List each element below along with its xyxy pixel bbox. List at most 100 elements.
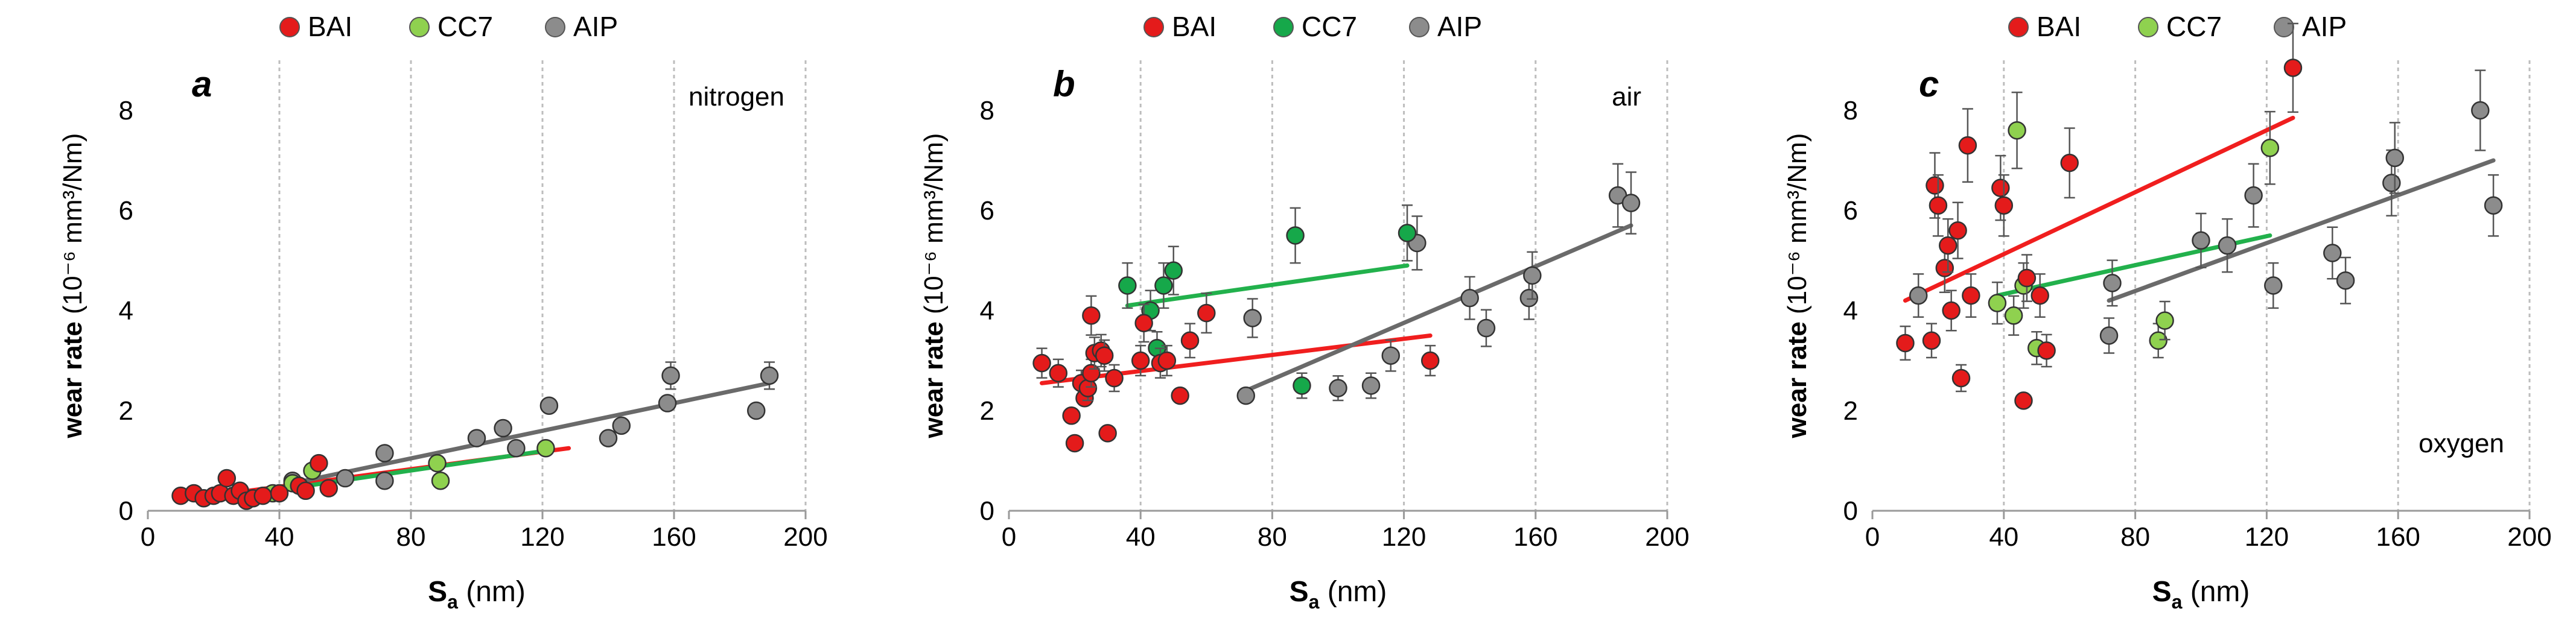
x-axis-label-symbol: S (428, 576, 447, 608)
point-bai (1131, 351, 1150, 370)
point-aip (2264, 276, 2283, 295)
y-tick-label: 8 (1843, 96, 1858, 125)
y-axis-label-bold: wear rate (58, 321, 87, 438)
panel-letter: b (1053, 64, 1075, 104)
legend-marker-bai (1143, 17, 1164, 37)
point-bai (1157, 351, 1177, 370)
y-tick-label: 2 (1843, 396, 1858, 426)
x-tick-label: 120 (1382, 522, 1426, 552)
point-bai (253, 486, 272, 505)
point-aip (375, 444, 394, 463)
point-cc7 (1154, 276, 1173, 295)
point-aip (2382, 174, 2401, 192)
y-tick-label: 0 (1843, 496, 1858, 526)
x-tick-label: 80 (2120, 522, 2150, 552)
legend-marker-cc7 (2138, 17, 2158, 37)
trend-line-aip (1244, 223, 1633, 393)
x-axis-label-symbol: S (2152, 576, 2172, 608)
legend-marker-aip (545, 17, 565, 37)
point-bai (1197, 303, 1216, 323)
x-tick-label: 0 (141, 522, 155, 552)
point-cc7 (1293, 376, 1311, 395)
point-bai (310, 453, 328, 473)
point-aip (2323, 244, 2342, 262)
y-axis-label-bold: wear rate (1783, 321, 1812, 438)
x-tick-label: 80 (1258, 522, 1287, 552)
legend-label-cc7: CC7 (1302, 11, 1357, 42)
point-cc7 (1398, 224, 1417, 242)
point-bai (1065, 434, 1084, 453)
point-bai (1896, 333, 1915, 353)
point-bai (1049, 364, 1068, 382)
point-bai (319, 479, 338, 498)
x-tick-label: 200 (783, 522, 827, 552)
x-tick-label: 40 (1126, 522, 1156, 552)
point-bai (1926, 176, 1944, 195)
point-cc7 (2008, 121, 2026, 140)
x-axis-label-subscript: a (2172, 591, 2183, 613)
panel-letter: c (1919, 64, 1939, 104)
legend: BAI CC7 AIP (2008, 11, 2347, 42)
x-tick-label: 160 (652, 522, 696, 552)
point-aip (1523, 266, 1542, 285)
x-tick-label: 120 (2245, 522, 2289, 552)
y-axis-label-bold: wear rate (919, 321, 949, 438)
legend-marker-aip (2274, 17, 2294, 37)
point-cc7 (2155, 311, 2174, 330)
point-aip (336, 469, 355, 488)
panel-c: 0 40 80 120 160 200 0 2 4 6 8 wear rate (10⁻⁶ mm³/N… (1783, 11, 2552, 613)
atmosphere-label: oxygen (2419, 429, 2504, 458)
y-axis-label: wear rate (10⁻⁶ mm³/Nm) (919, 133, 949, 439)
trend-line-aip (2107, 158, 2496, 303)
point-aip (2336, 271, 2355, 290)
legend-marker-bai (279, 17, 300, 37)
point-aip (1243, 309, 1262, 327)
point-aip (1621, 194, 1641, 212)
legend: BAI CC7 AIP (1143, 11, 1482, 42)
point-bai (1991, 178, 2010, 197)
legend-marker-cc7 (1273, 17, 1294, 37)
legend-label-cc7: CC7 (437, 11, 493, 42)
point-bai (1078, 379, 1098, 397)
point-aip (2484, 196, 2503, 215)
point-bai (1171, 386, 1189, 405)
y-axis-label-unit: (10⁻⁶ mm³/Nm) (919, 133, 949, 322)
point-bai (1994, 196, 2014, 215)
x-axis-label-unit: (nm) (2182, 576, 2250, 608)
x-tick-label: 0 (1865, 522, 1880, 552)
point-bai (1032, 353, 1051, 373)
point-bai (1922, 331, 1941, 350)
point-aip (658, 394, 677, 412)
point-aip (1909, 286, 1928, 305)
point-bai (2037, 341, 2056, 360)
point-bai (2017, 268, 2037, 288)
y-tick-label: 8 (119, 96, 133, 125)
y-axis-label: wear rate (10⁻⁶ mm³/Nm) (58, 133, 87, 439)
point-cc7 (2149, 331, 2167, 350)
legend-label-cc7: CC7 (2166, 11, 2222, 42)
point-aip (1477, 318, 1496, 338)
point-aip (1236, 386, 1256, 405)
point-bai (296, 481, 315, 501)
point-aip (2471, 101, 2490, 120)
y-tick-label: 6 (980, 196, 994, 226)
point-aip (2192, 231, 2210, 250)
panel-letter: a (192, 64, 212, 104)
point-bai (1935, 259, 1954, 277)
legend-label-bai: BAI (1172, 11, 1216, 42)
point-bai (1134, 314, 1153, 332)
point-aip (375, 471, 394, 490)
x-tick-label: 40 (265, 522, 294, 552)
point-aip (599, 429, 618, 447)
point-aip (661, 366, 680, 385)
trend-line-cc7 (1125, 263, 1410, 308)
y-tick-label: 4 (1843, 296, 1858, 326)
point-cc7 (428, 453, 447, 473)
point-bai (1180, 331, 1200, 350)
legend: BAI CC7 AIP (279, 11, 618, 42)
x-axis-label: Sa (nm) (1290, 576, 1387, 613)
point-cc7 (2004, 306, 2023, 325)
y-tick-label: 2 (119, 396, 133, 426)
point-cc7 (1118, 276, 1137, 295)
